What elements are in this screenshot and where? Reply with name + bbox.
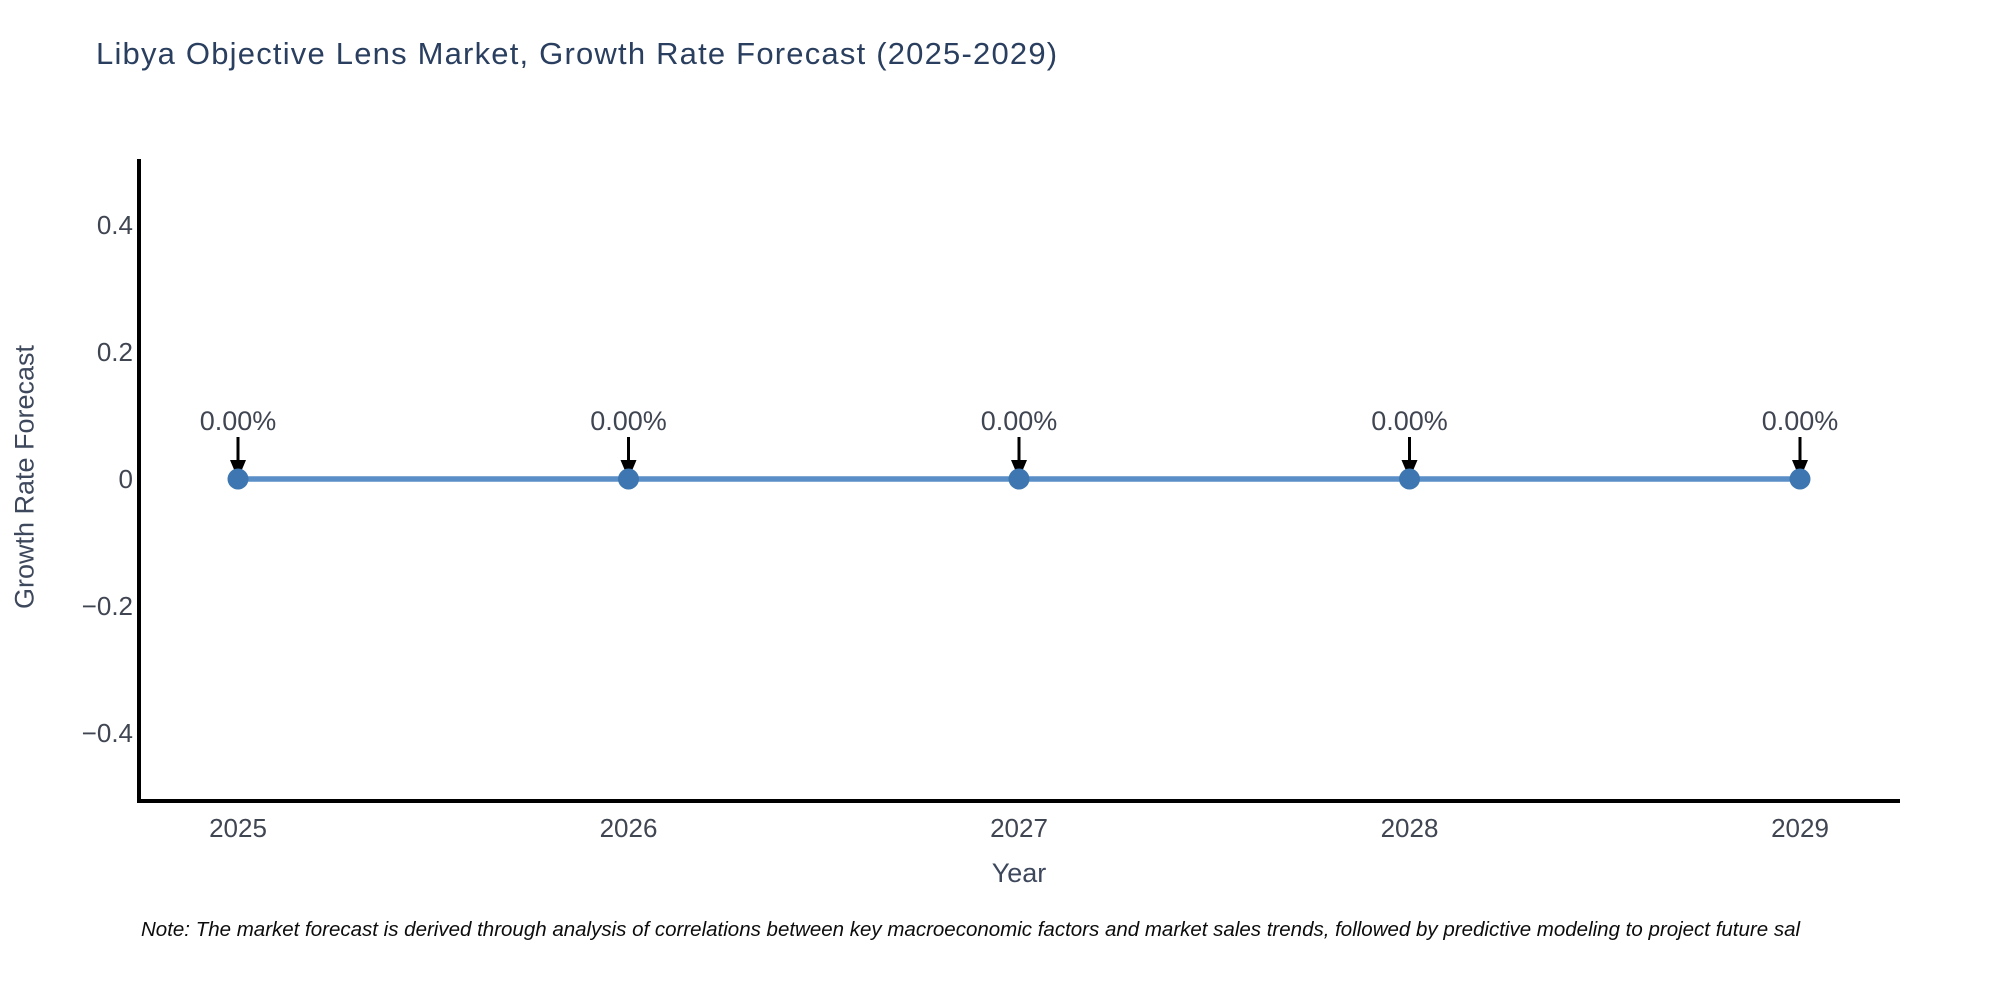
x-axis-title: Year <box>991 858 1047 888</box>
y-tick-label: −0.4 <box>81 718 133 748</box>
data-point-marker-2028 <box>1399 468 1420 490</box>
data-point-marker-2029 <box>1789 468 1811 490</box>
footnote: Note: The market forecast is derived thr… <box>141 918 1801 941</box>
annotation-label: 0.00% <box>980 406 1058 436</box>
y-tick-label: 0.4 <box>96 210 133 240</box>
data-point-marker-2025 <box>227 468 249 490</box>
y-tick-label: 0 <box>118 464 133 494</box>
x-tick-label: 2026 <box>599 813 658 843</box>
y-tick-label: 0.2 <box>96 337 133 367</box>
x-tick-label: 2027 <box>990 813 1048 843</box>
x-tick-label: 2025 <box>209 813 267 843</box>
annotation-label: 0.00% <box>1761 406 1839 436</box>
data-point-marker-2027 <box>1008 468 1030 490</box>
annotation-label: 0.00% <box>199 406 277 436</box>
x-tick-label: 2029 <box>1771 813 1829 843</box>
annotation-label: 0.00% <box>1371 406 1448 436</box>
y-tick-label: −0.2 <box>81 591 133 621</box>
chart-title: Libya Objective Lens Market, Growth Rate… <box>96 36 1059 71</box>
x-tick-label: 2028 <box>1380 813 1439 843</box>
data-point-marker-2026 <box>618 468 639 490</box>
annotation-label: 0.00% <box>590 406 667 436</box>
